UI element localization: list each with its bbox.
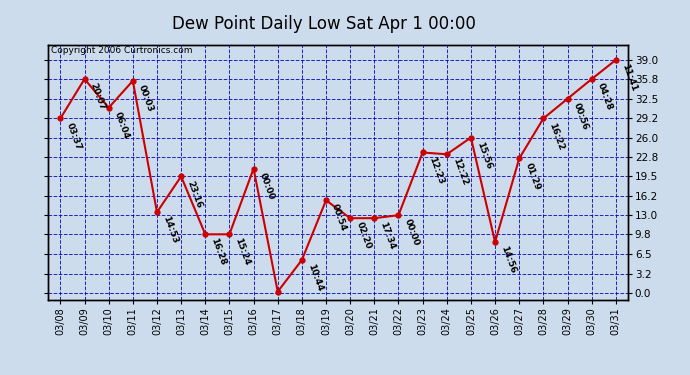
Text: 00:03: 00:03	[137, 84, 155, 113]
Text: 00:00: 00:00	[258, 171, 276, 201]
Text: 17:34: 17:34	[379, 221, 397, 251]
Text: 16:28: 16:28	[210, 237, 228, 267]
Text: 15:24: 15:24	[234, 237, 252, 267]
Text: Copyright 2006 Curtronics.com: Copyright 2006 Curtronics.com	[51, 46, 193, 55]
Text: 03:37: 03:37	[65, 121, 83, 151]
Text: 10:44: 10:44	[306, 263, 324, 293]
Text: 00:56: 00:56	[572, 102, 590, 131]
Text: 12:22: 12:22	[451, 157, 469, 187]
Text: 00:54: 00:54	[331, 203, 348, 233]
Text: 04:28: 04:28	[596, 82, 614, 112]
Text: 02:20: 02:20	[355, 221, 373, 251]
Text: 16:22: 16:22	[548, 121, 566, 151]
Text: Dew Point Daily Low Sat Apr 1 00:00: Dew Point Daily Low Sat Apr 1 00:00	[172, 15, 476, 33]
Text: 01:29: 01:29	[524, 161, 542, 191]
Text: 14:56: 14:56	[500, 245, 518, 275]
Text: 00:00: 00:00	[403, 218, 421, 248]
Text: 14:53: 14:53	[161, 215, 179, 245]
Text: 23:16: 23:16	[186, 179, 204, 209]
Text: 06:04: 06:04	[113, 111, 131, 140]
Text: 20:07: 20:07	[89, 82, 107, 112]
Text: 12:23: 12:23	[427, 155, 445, 185]
Text: 11:41: 11:41	[620, 63, 638, 93]
Text: 15:56: 15:56	[475, 140, 493, 170]
